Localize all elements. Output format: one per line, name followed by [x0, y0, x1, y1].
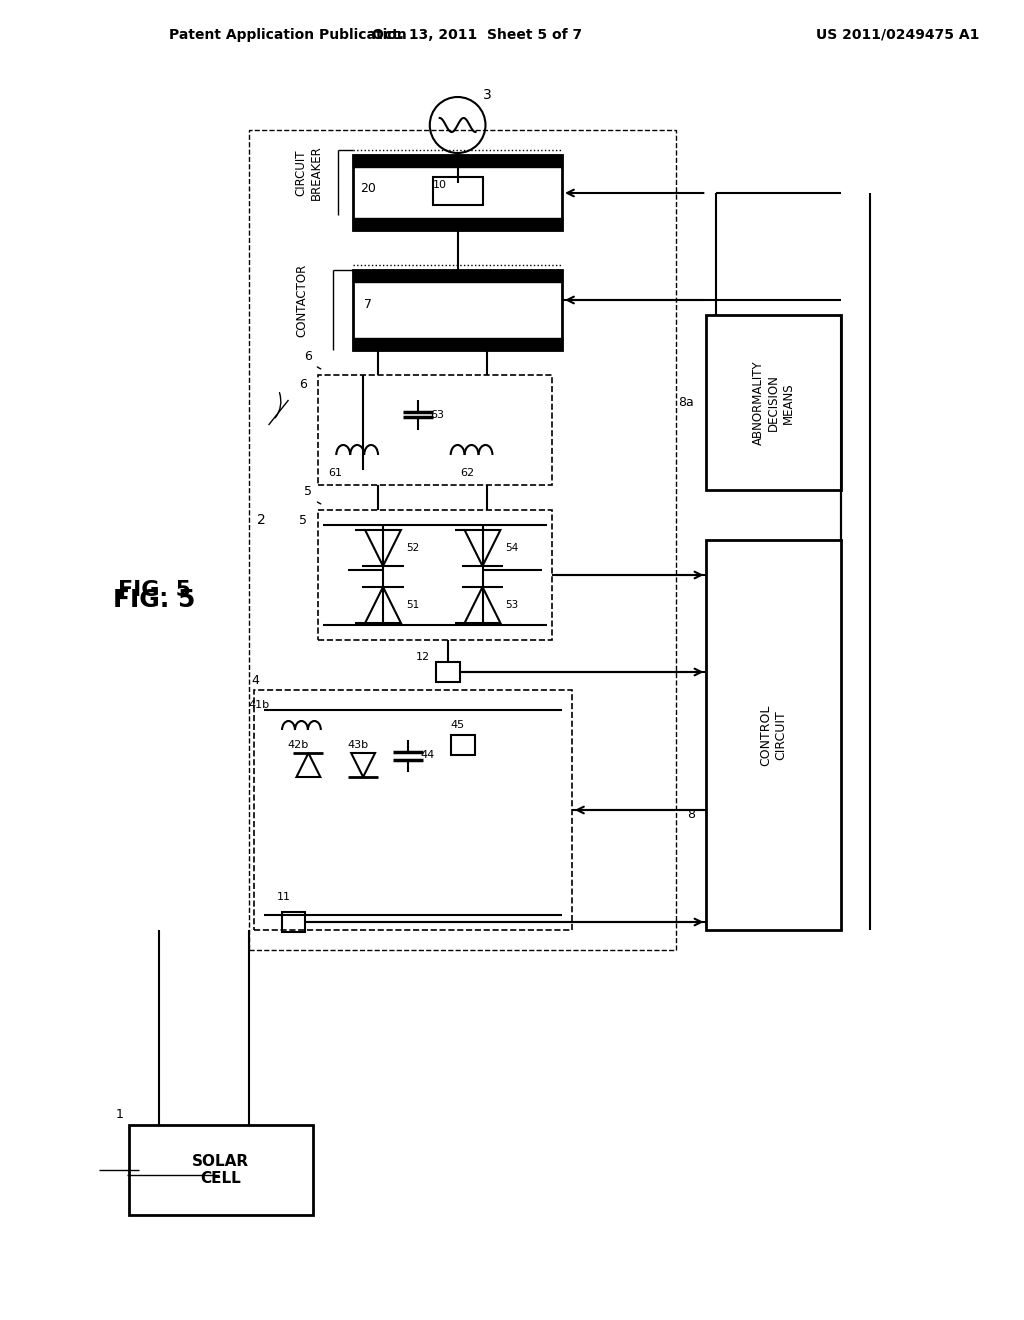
Text: CONTROL
CIRCUIT: CONTROL CIRCUIT — [759, 705, 787, 766]
Bar — [451, 735, 474, 755]
Text: 63: 63 — [431, 411, 444, 420]
Text: 53: 53 — [506, 601, 518, 610]
Text: Patent Application Publication: Patent Application Publication — [169, 28, 407, 42]
Text: 4: 4 — [252, 673, 260, 686]
Bar — [436, 663, 460, 682]
Text: 2: 2 — [257, 513, 266, 527]
Text: US 2011/0249475 A1: US 2011/0249475 A1 — [816, 28, 979, 42]
Text: 45: 45 — [451, 719, 465, 730]
Text: 52: 52 — [406, 543, 419, 553]
Text: SOLAR
CELL: SOLAR CELL — [193, 1154, 250, 1187]
Text: 8: 8 — [687, 808, 695, 821]
Text: CONTACTOR: CONTACTOR — [295, 264, 308, 337]
Text: 54: 54 — [506, 543, 518, 553]
Bar — [707, 315, 841, 490]
Bar — [353, 271, 562, 350]
Bar — [353, 154, 562, 230]
Text: 11: 11 — [276, 892, 291, 902]
Bar — [129, 1125, 313, 1214]
Bar — [282, 912, 305, 932]
Text: 6: 6 — [304, 350, 321, 368]
Text: 20: 20 — [360, 181, 376, 194]
Text: 1: 1 — [116, 1109, 123, 1122]
Bar — [433, 177, 482, 205]
Bar — [254, 690, 572, 931]
Text: ABNORMALITY
DECISION
MEANS: ABNORMALITY DECISION MEANS — [752, 360, 795, 445]
Text: 61: 61 — [329, 469, 342, 478]
Text: Oct. 13, 2011  Sheet 5 of 7: Oct. 13, 2011 Sheet 5 of 7 — [373, 28, 583, 42]
Text: 42b: 42b — [288, 741, 309, 750]
Text: 51: 51 — [406, 601, 419, 610]
Bar — [318, 375, 552, 484]
Bar — [707, 540, 841, 931]
Text: 41b: 41b — [248, 700, 269, 710]
Text: FIG. 5: FIG. 5 — [113, 587, 196, 612]
Text: 10: 10 — [433, 180, 446, 190]
Bar — [353, 271, 562, 282]
Text: 43b: 43b — [347, 741, 369, 750]
Text: 44: 44 — [421, 750, 435, 760]
Bar — [353, 218, 562, 230]
Text: 7: 7 — [365, 298, 372, 312]
Text: 5: 5 — [304, 484, 321, 504]
Bar — [249, 129, 677, 950]
Text: 3: 3 — [483, 88, 492, 102]
Bar — [318, 510, 552, 640]
Bar — [353, 154, 562, 168]
Bar — [353, 338, 562, 350]
Text: FIG. 5: FIG. 5 — [118, 579, 190, 601]
Text: 8a: 8a — [679, 396, 694, 409]
Text: 5: 5 — [299, 513, 307, 527]
Text: 62: 62 — [461, 469, 475, 478]
Text: 6: 6 — [299, 379, 307, 392]
Text: CIRCUIT
BREAKER: CIRCUIT BREAKER — [295, 145, 323, 199]
Text: 12: 12 — [416, 652, 430, 663]
